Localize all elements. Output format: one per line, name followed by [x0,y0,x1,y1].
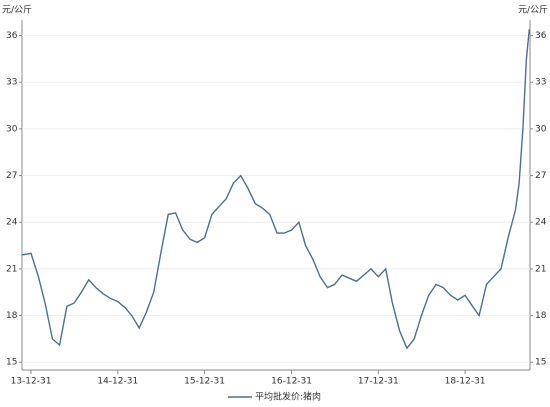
y-tick-label: 36 [6,31,18,41]
y-tick-label: 33 [6,78,17,88]
y2-tick-label: 18 [535,311,547,321]
x-tick-label: 17-12-31 [358,377,399,387]
y-tick-label: 18 [6,311,18,321]
y-tick-label: 21 [6,264,17,274]
y2-tick-label: 36 [535,31,547,41]
x-tick-label: 13-12-31 [11,377,52,387]
y-tick-label: 30 [6,124,18,134]
y2-tick-label: 24 [535,218,547,228]
x-tick-label: 18-12-31 [445,377,486,387]
y2-tick-label: 27 [535,171,546,181]
x-tick-label: 15-12-31 [184,377,225,387]
legend-label: 平均批发价:猪肉 [255,391,321,403]
y2-tick-label: 30 [535,124,547,134]
y2-tick-label: 33 [535,78,546,88]
y-tick-label: 24 [6,218,18,228]
y2-tick-label: 21 [535,264,546,274]
data-line [21,29,530,350]
y2-axis-unit: 元/公斤 [518,5,548,16]
x-tick-label: 14-12-31 [97,377,138,387]
y2-tick-label: 15 [535,358,546,368]
y-axis-unit: 元/公斤 [2,5,32,16]
y-tick-label: 27 [6,171,17,181]
y-tick-label: 15 [6,358,17,368]
x-tick-label: 16-12-31 [271,377,312,387]
